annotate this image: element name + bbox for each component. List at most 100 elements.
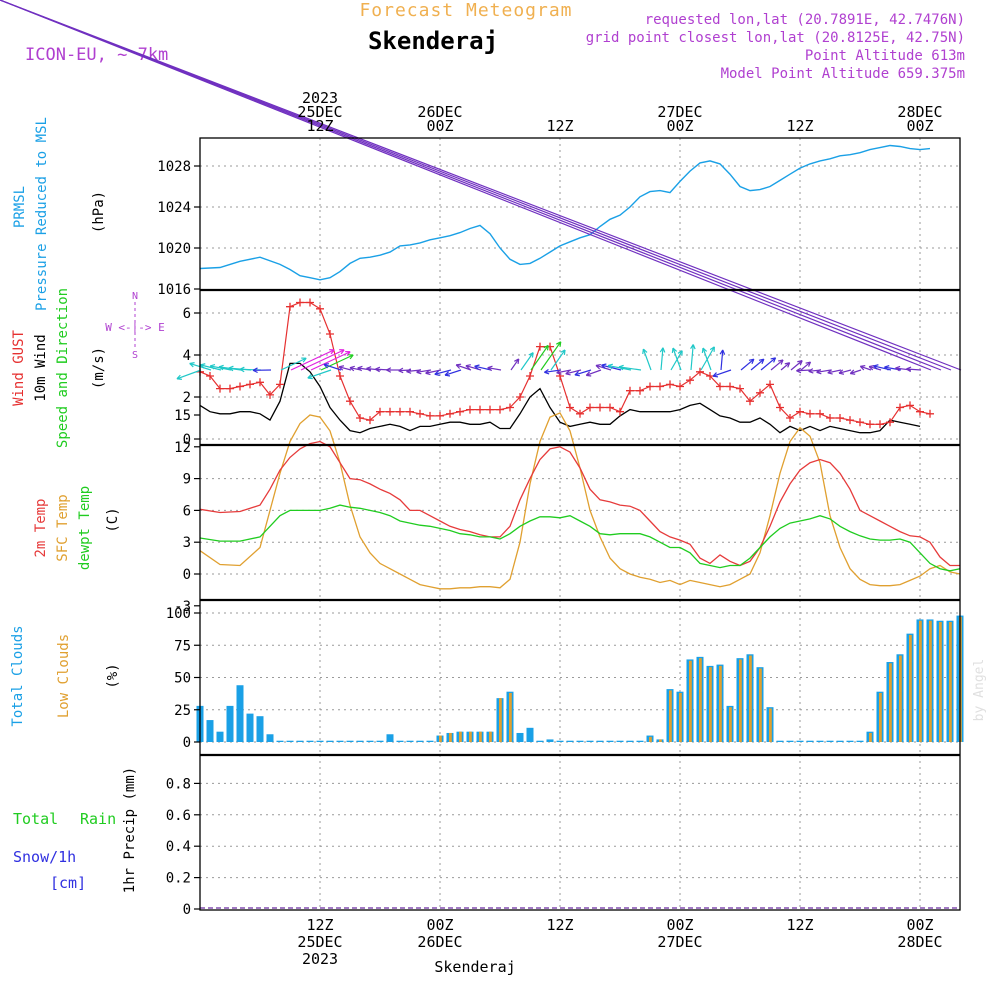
wind-arrow-head	[239, 366, 245, 373]
y-tick-label: 1016	[157, 282, 191, 298]
bottom-time-label: 00Z	[666, 916, 693, 934]
gust-marker	[866, 420, 874, 429]
label-precip-mm: 1hr Precip (mm)	[122, 767, 138, 893]
wind-arrow	[672, 347, 682, 371]
gust-marker	[886, 418, 894, 427]
gust-marker	[896, 403, 904, 412]
wind-arrow	[750, 358, 765, 371]
gust-marker	[526, 372, 534, 380]
y-tick-label: 2	[183, 390, 191, 406]
total-cloud-bar	[246, 713, 254, 742]
wind-arrow	[595, 364, 612, 371]
y-tick-label: 0.4	[166, 839, 191, 855]
gust-marker	[486, 405, 494, 414]
low-cloud-bar	[729, 707, 732, 742]
total-cloud-bar	[346, 740, 354, 742]
total-cloud-bar	[306, 740, 314, 742]
wind-arrow-head	[560, 349, 566, 355]
label-pressure-msl: Pressure Reduced to MSL	[34, 117, 50, 311]
gust-marker	[766, 380, 774, 389]
y-tick-label: 0	[183, 567, 191, 583]
wind-arrow	[642, 348, 652, 371]
gust-marker	[506, 403, 514, 412]
gust-marker	[636, 386, 644, 395]
compass-south: S	[132, 350, 138, 361]
wind-arrow	[176, 369, 202, 380]
wind-arrow	[290, 349, 335, 371]
wind-arrow	[770, 359, 784, 371]
wind-arrow-head	[444, 371, 451, 377]
gust-marker	[386, 407, 394, 416]
wind-arrow-head	[434, 370, 440, 376]
gust-marker	[266, 390, 274, 399]
total-cloud-bar	[596, 740, 604, 742]
wind-arrow-head	[805, 361, 812, 367]
low-cloud-bar	[919, 620, 922, 742]
total-cloud-bar	[536, 740, 544, 742]
low-cloud-bar	[649, 736, 652, 742]
y-tick-label: 6	[183, 306, 191, 322]
wind-arrow-head	[474, 364, 480, 370]
bottom-time-label: 28DEC	[897, 933, 942, 951]
panel-labels: PRMSL Pressure Reduced to MSL (hPa) Wind GU…	[10, 117, 165, 893]
total-cloud-bar	[296, 740, 304, 742]
low-cloud-bar	[669, 690, 672, 742]
wind-arrow	[790, 360, 803, 371]
wind-arrow	[0, 0, 942, 371]
bottom-time-label: 25DEC	[297, 933, 342, 951]
total-cloud-bar	[216, 731, 224, 742]
wind-arrow	[868, 366, 882, 371]
gust-marker	[676, 382, 684, 391]
wind-arrow	[670, 350, 683, 371]
top-time-label: 00Z	[426, 117, 453, 135]
gust-marker	[716, 382, 724, 391]
gust-marker	[616, 407, 624, 416]
gust-marker	[216, 384, 224, 393]
low-cloud-bar	[509, 692, 512, 742]
gust-marker	[346, 397, 354, 406]
wind-arrow-head	[487, 365, 493, 372]
total-cloud-bar	[586, 740, 594, 742]
total-cloud-bar	[396, 740, 404, 742]
gust-marker	[606, 403, 614, 412]
gust-marker	[916, 407, 924, 416]
wind-arrow	[760, 357, 776, 371]
gust-marker	[796, 407, 804, 416]
wind-arrow-head	[209, 364, 216, 370]
bottom-time-label: 00Z	[426, 916, 453, 934]
gust-marker	[816, 409, 824, 418]
gust-marker	[786, 414, 794, 422]
total-cloud-bar	[386, 734, 394, 742]
wind-arrow	[550, 349, 566, 371]
gust-marker	[566, 403, 574, 412]
wind-arrow-head	[556, 341, 562, 347]
gust-marker	[456, 407, 464, 416]
total-cloud-bar	[316, 740, 324, 742]
wind-arrow-head	[375, 366, 381, 373]
y-tick-label: 1028	[157, 159, 191, 175]
wind-arrow-head	[827, 369, 833, 375]
wind-arrow-head	[386, 367, 392, 373]
pressure-line	[199, 144, 931, 281]
bottom-time-label: 2023	[302, 950, 338, 968]
wind-arrow	[300, 349, 345, 371]
wind-arrow-head	[601, 363, 607, 369]
wind-arrow-head	[329, 349, 335, 355]
label-rain: Rain	[80, 810, 116, 828]
label-snow: Snow/1h	[13, 848, 76, 866]
wind-arrow	[544, 369, 562, 373]
gust-marker	[646, 382, 654, 391]
wind-arrow	[712, 369, 732, 377]
total-cloud-bar	[336, 740, 344, 742]
y-tick-label: 0	[183, 735, 191, 751]
compass-north: N	[132, 291, 138, 302]
gust-marker	[236, 382, 244, 391]
low-cloud-bar	[869, 732, 872, 742]
gust-marker	[326, 330, 334, 338]
y-tick-label: 0.6	[166, 808, 191, 824]
wind-arrow	[780, 362, 791, 371]
wind-arrow-head	[543, 344, 549, 351]
label-hpa: (hPa)	[91, 191, 107, 233]
label-2m-temp: 2m Temp	[33, 498, 49, 557]
